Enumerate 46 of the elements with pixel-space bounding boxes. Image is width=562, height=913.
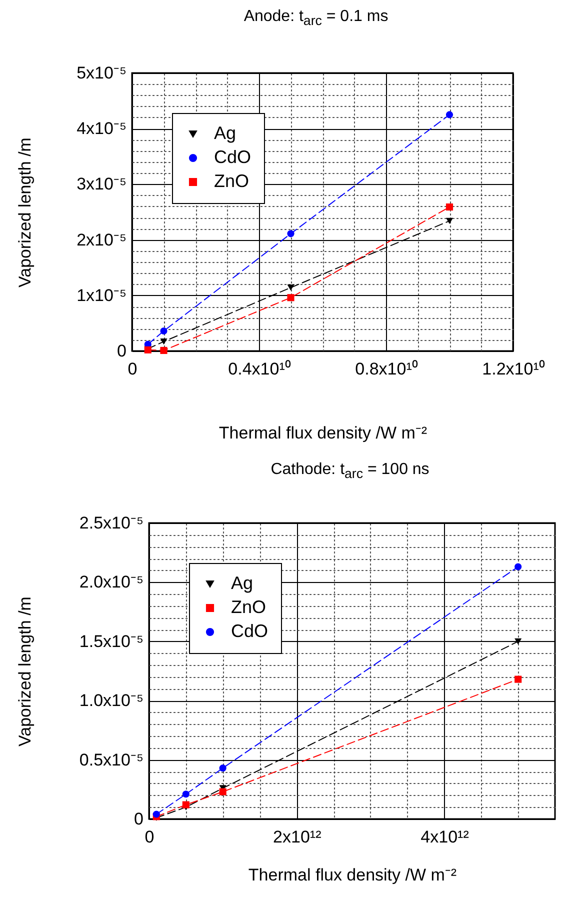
- point: [446, 111, 454, 118]
- y-tick-label: 2.0x10⁻⁵: [79, 572, 144, 592]
- legend-label: ZnO: [214, 171, 250, 191]
- y-tick-label: 0: [117, 342, 126, 360]
- point: [219, 764, 226, 772]
- x-tick-label: 0.4x10¹⁰: [228, 360, 291, 378]
- point: [446, 203, 454, 211]
- point: [152, 810, 160, 818]
- chart-title: Anode: t$_{arc}$ = 0.1 ms: [244, 8, 388, 28]
- point: [514, 638, 522, 644]
- point: [287, 284, 294, 291]
- y-tick-label: 0.5x10⁻⁵: [79, 750, 144, 770]
- legend-label: Ag: [231, 573, 254, 593]
- y-tick-label: 4x10⁻⁵: [76, 119, 126, 138]
- x-tick-label: 0.8x10¹⁰: [355, 360, 418, 378]
- y-tick-label: 2.5x10⁻⁵: [79, 514, 144, 532]
- point: [160, 327, 168, 335]
- point: [514, 676, 522, 683]
- y-tick-label: 0: [134, 810, 144, 828]
- y-tick-label: 2x10⁻⁵: [76, 230, 126, 250]
- point: [219, 788, 226, 796]
- y-tick-label: 5x10⁻⁵: [76, 64, 126, 82]
- y-tick-label: 1.5x10⁻⁵: [79, 632, 144, 651]
- legend-label: Ag: [214, 123, 236, 143]
- y-tick-label: 1x10⁻⁵: [76, 286, 126, 305]
- point: [446, 218, 454, 224]
- x-axis-title: Thermal flux density /W m⁻²: [218, 424, 428, 442]
- y-axis-title: Vaporized length /m: [16, 596, 34, 746]
- point: [287, 294, 294, 302]
- chart-title: Cathode: t$_{arc}$ = 100 ns: [270, 461, 430, 482]
- point: [160, 338, 168, 345]
- y-tick-label: 1.0x10⁻⁵: [79, 691, 144, 710]
- x-axis-title: Thermal flux density /W m⁻²: [248, 866, 457, 884]
- x-tick-label: 1.2x10¹⁰: [482, 360, 545, 378]
- point: [514, 563, 522, 570]
- legend-label: ZnO: [231, 597, 266, 617]
- y-axis-title: Vaporized length /m: [16, 138, 34, 288]
- legend-label: CdO: [214, 147, 252, 167]
- x-tick-label: 2x10¹²: [273, 828, 322, 846]
- point: [182, 801, 190, 808]
- x-tick-label: 4x10¹²: [420, 828, 470, 846]
- point: [182, 790, 190, 798]
- point: [287, 230, 294, 238]
- point: [160, 346, 168, 354]
- y-tick-label: 3x10⁻⁵: [76, 174, 126, 194]
- legend-label: CdO: [231, 621, 268, 641]
